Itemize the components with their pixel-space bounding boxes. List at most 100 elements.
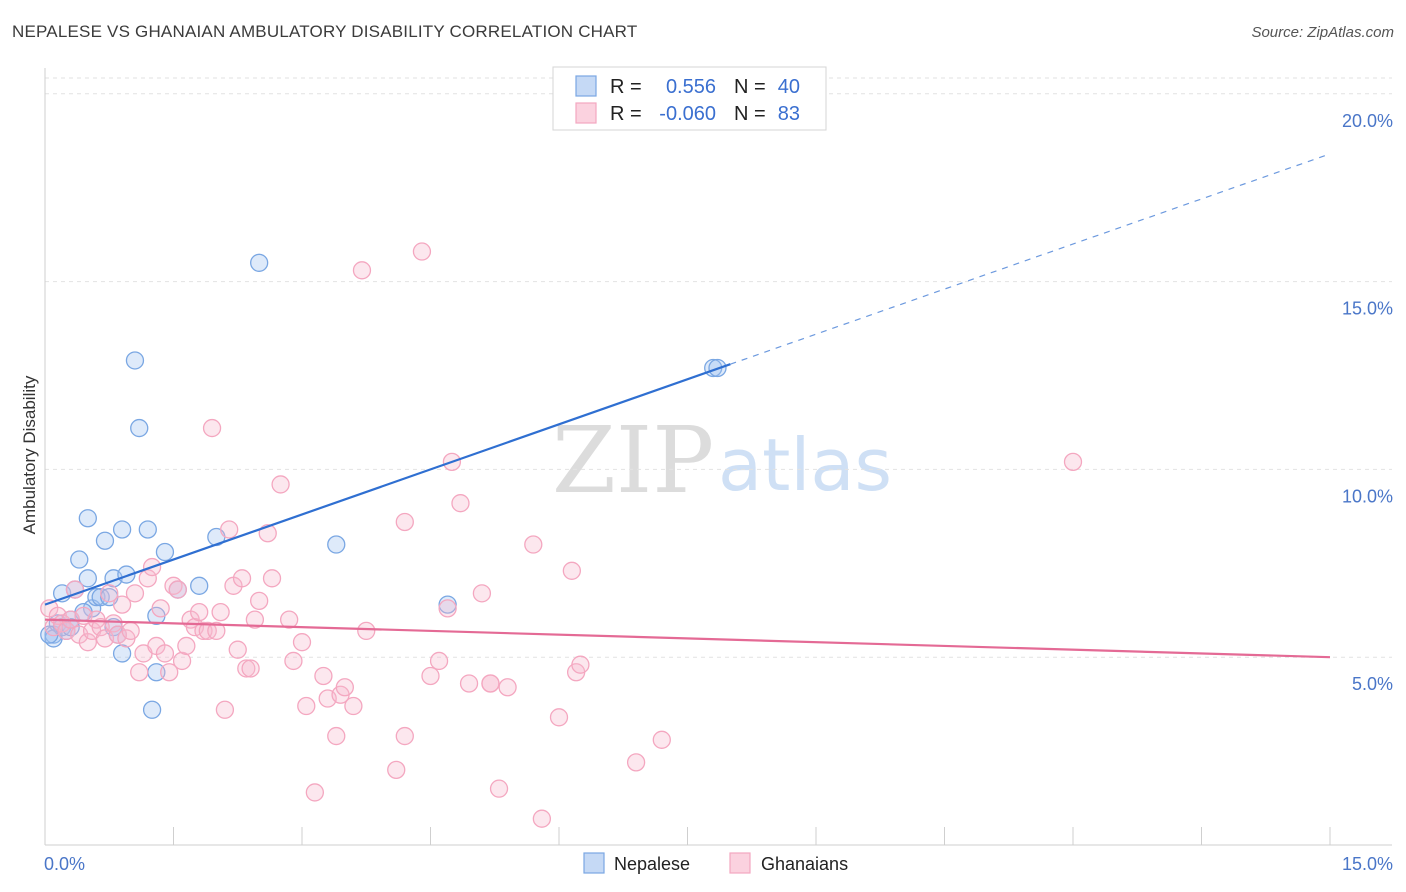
point-ghanaians-85 [571,655,590,674]
trendline-extension-nepalese [730,153,1331,365]
series-layer [40,242,1083,828]
y-tick-label-5: 5.0% [1352,674,1393,694]
point-ghanaians-89 [1063,452,1083,472]
point-ghanaians-46 [237,659,256,678]
point-ghanaians-48 [245,610,265,629]
point-ghanaians-45 [232,569,252,588]
point-ghanaians-76 [472,584,492,603]
point-ghanaians-65 [357,621,376,641]
legend-r-value-2: -0.060 [659,103,716,125]
bottom-legend-nepalese: Nepalese [614,854,690,874]
bottom-legend: Nepalese Ghanaians [583,852,848,874]
legend-r-value-1: 0.556 [666,76,716,98]
bottom-legend-swatch-nepalese [583,852,605,874]
point-ghanaians-79 [498,678,517,697]
point-ghanaians-28 [160,663,179,682]
x-tick-label-min: 0.0% [44,854,85,874]
y-tick-label-15: 15.0% [1342,299,1393,319]
point-ghanaians-62 [335,678,354,697]
point-ghanaians-38 [202,418,222,438]
legend-r-label-2: R = [610,103,642,125]
legend-n-label-1: N = [734,76,766,98]
point-ghanaians-35 [190,602,209,622]
point-nepalese-14 [95,531,115,550]
point-ghanaians-58 [314,666,333,686]
point-ghanaians-20 [125,584,145,603]
point-ghanaians-64 [352,261,372,280]
y-tick-label-10: 10.0% [1342,486,1393,506]
point-nepalese-28 [155,542,175,562]
point-ghanaians-47 [241,659,260,678]
point-ghanaians-82 [549,708,569,727]
point-ghanaians-56 [297,696,316,716]
point-ghanaians-69 [412,242,432,261]
point-nepalese-30 [190,576,209,595]
legend-n-label-2: N = [734,103,766,125]
point-nepalese-10 [78,509,97,528]
point-ghanaians-78 [489,779,509,798]
point-nepalese-19 [112,644,132,663]
point-ghanaians-40 [211,602,230,622]
point-ghanaians-39 [207,621,226,641]
point-ghanaians-32 [177,636,196,656]
point-nepalese-22 [125,351,145,370]
point-ghanaians-41 [215,700,235,719]
chart-title: NEPALESE VS GHANAIAN AMBULATORY DISABILI… [12,22,638,41]
y-tick-label-20: 20.0% [1342,111,1393,131]
point-nepalese-21 [117,565,136,584]
watermark-atlas: atlas [718,423,892,507]
trendline-nepalese [44,363,731,606]
point-ghanaians-81 [532,809,552,828]
point-nepalese-9 [78,569,97,588]
bottom-legend-swatch-ghanaians [729,852,751,874]
point-ghanaians-72 [438,599,457,618]
point-ghanaians-17 [112,595,132,614]
point-nepalese-25 [142,700,162,719]
legend-r-label-1: R = [610,76,642,98]
point-ghanaians-57 [305,783,325,802]
legend-n-value-1: 40 [778,76,800,98]
watermark-zip: ZIP [552,407,714,514]
point-ghanaians-44 [228,640,247,659]
point-ghanaians-80 [524,535,543,554]
point-ghanaians-67 [395,512,414,532]
point-ghanaians-53 [279,610,299,629]
point-ghanaians-60 [327,726,346,746]
point-ghanaians-31 [172,651,192,671]
point-ghanaians-86 [626,753,646,772]
legend-swatch-ghanaians [575,102,597,124]
point-ghanaians-27 [155,644,175,663]
watermark: ZIP atlas [552,407,892,514]
point-ghanaians-23 [138,569,157,588]
x-tick-label-max: 15.0% [1342,854,1393,874]
point-ghanaians-9 [78,633,97,652]
point-ghanaians-83 [562,561,581,580]
point-ghanaians-55 [292,633,312,652]
point-ghanaians-26 [151,599,170,618]
point-ghanaians-54 [284,651,303,671]
point-nepalese-24 [138,520,157,539]
axes [44,68,1392,846]
point-ghanaians-75 [459,674,479,693]
point-nepalese-8 [70,550,89,569]
point-ghanaians-15 [104,614,123,633]
point-ghanaians-63 [344,696,363,716]
legend-swatch-nepalese [575,75,597,97]
y-tick-labels: 5.0% 10.0% 15.0% 20.0% [1342,111,1393,694]
point-ghanaians-30 [168,580,187,599]
point-nepalese-20 [112,520,132,539]
trend-layer [44,153,1331,659]
legend-frame [552,66,827,131]
point-nepalese-32 [250,253,269,272]
point-ghanaians-87 [652,730,671,749]
point-ghanaians-21 [130,663,149,682]
point-ghanaians-66 [387,760,406,780]
point-ghanaians-51 [262,569,282,588]
chart-source: Source: ZipAtlas.com [1251,24,1394,41]
point-ghanaians-6 [65,580,85,599]
point-ghanaians-71 [429,651,449,671]
point-ghanaians-88 [481,674,500,693]
legend-box: R = 0.556 N = 40 R = -0.060 N = 83 [552,66,827,131]
point-ghanaians-49 [250,591,269,611]
